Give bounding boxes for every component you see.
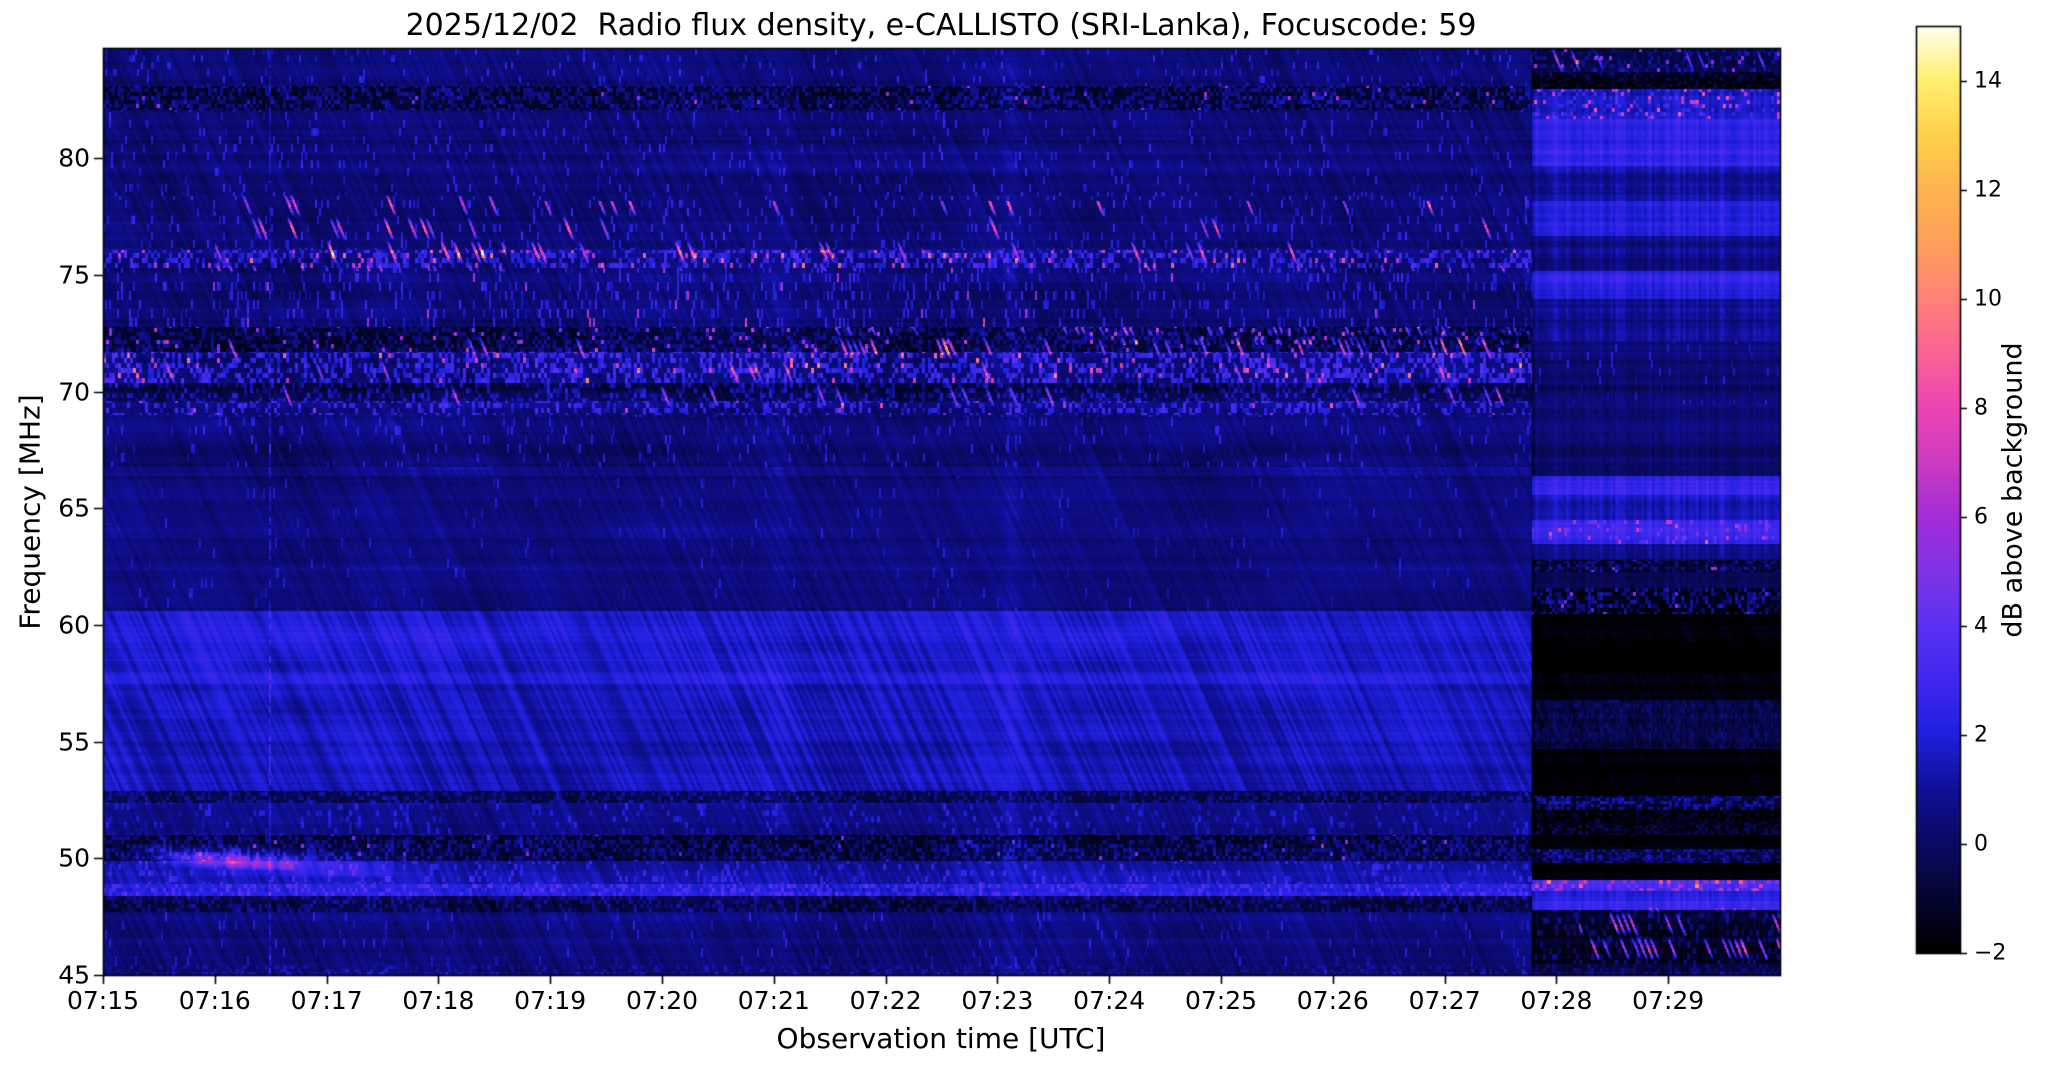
colorbar-tick-label: 14 <box>1974 68 2002 94</box>
x-tick-label: 07:15 <box>66 986 140 1015</box>
x-tick-label: 07:29 <box>1632 986 1705 1015</box>
x-tick-label: 07:28 <box>1520 986 1593 1015</box>
colorbar-tick-label: 10 <box>1974 286 2002 312</box>
y-tick-label: 70 <box>58 377 90 407</box>
colorbar-tick-label: 4 <box>1974 613 1988 639</box>
x-tick-label: 07:19 <box>514 986 587 1015</box>
colorbar-tick-label: 2 <box>1974 722 1988 748</box>
x-tick-label: 07:23 <box>961 986 1034 1015</box>
colorbar-tick-label: 12 <box>1974 177 2002 203</box>
y-tick-label: 60 <box>58 610 90 640</box>
x-tick-label: 07:26 <box>1296 986 1369 1015</box>
colorbar-tick-label: 0 <box>1974 831 1988 857</box>
colorbar-tick-label: 8 <box>1974 395 1988 421</box>
colorbar-tick-label: −2 <box>1974 940 2007 966</box>
colorbar-tick-label: 6 <box>1974 504 1988 530</box>
y-tick-label: 75 <box>58 260 90 290</box>
x-tick-label: 07:27 <box>1408 986 1481 1015</box>
x-tick-label: 07:24 <box>1073 986 1146 1015</box>
colorbar-label: dB above background <box>1997 342 2029 638</box>
y-axis-label: Frequency [MHz] <box>13 394 47 630</box>
y-tick-label: 65 <box>58 493 90 523</box>
x-tick-label: 07:21 <box>737 986 810 1015</box>
y-tick-label: 45 <box>58 960 90 990</box>
x-tick-label: 07:22 <box>849 986 922 1015</box>
figure-title: 2025/12/02 Radio flux density, e-CALLIST… <box>405 8 1477 43</box>
x-tick-label: 07:17 <box>290 986 363 1015</box>
x-tick-label: 07:16 <box>178 986 251 1015</box>
x-axis-label: Observation time [UTC] <box>776 1022 1106 1055</box>
x-tick-label: 07:20 <box>625 986 699 1015</box>
x-tick-label: 07:18 <box>402 986 475 1015</box>
y-tick-label: 50 <box>58 843 90 873</box>
y-tick-label: 80 <box>58 143 90 173</box>
x-tick-label: 07:25 <box>1184 986 1258 1015</box>
y-tick-label: 55 <box>58 727 90 757</box>
